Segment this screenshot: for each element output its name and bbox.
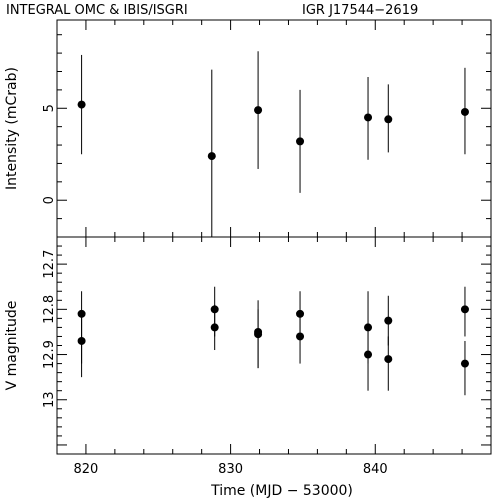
top-frame: [56, 19, 492, 238]
bottom-y-tick-label: 13: [42, 391, 57, 408]
bottom-data-point-11: [384, 355, 393, 364]
top-data-point-6: [460, 107, 469, 116]
bottom-y-axis-label: V magnitude: [4, 301, 20, 391]
header-right: IGR J17544−2619: [302, 3, 418, 18]
bottom-y-tick-label: 12.7: [42, 250, 57, 279]
x-tick-label-2: 840: [363, 462, 388, 477]
bottom-data-point-5: [254, 330, 263, 339]
bottom-data-point-12: [460, 305, 469, 314]
top-data-point-0: [77, 100, 86, 109]
top-data-point-3: [296, 137, 305, 146]
x-tick-labels: 820 830 840: [74, 462, 388, 477]
bottom-data-point-13: [460, 359, 469, 368]
bottom-frame: [56, 236, 492, 455]
top-panel: 0 5 Intensity (mCrab): [4, 19, 492, 238]
top-data-point-2: [254, 106, 263, 115]
x-tick-label-0: 820: [74, 462, 99, 477]
bottom-data-point-9: [364, 350, 373, 359]
x-axis-label: Time (MJD − 53000): [210, 483, 353, 499]
top-y-axis-label: Intensity (mCrab): [4, 67, 20, 190]
bottom-data-point-10: [384, 316, 393, 325]
header-left: INTEGRAL OMC & IBIS/ISGRI: [6, 3, 188, 18]
top-y-tick-label: 0: [42, 196, 57, 204]
bottom-data-point-7: [296, 332, 305, 341]
top-data-point-4: [364, 113, 373, 122]
bottom-y-tick-label: 12.8: [42, 295, 57, 324]
bottom-y-tick-label: 12.9: [42, 340, 57, 369]
bottom-panel: 12.7 12.8 12.9 13 V magnitude: [4, 236, 492, 455]
x-tick-label-1: 830: [218, 462, 243, 477]
bottom-data-point-3: [210, 323, 219, 332]
top-y-tick-label: 5: [42, 104, 57, 112]
top-data-point-5: [384, 115, 393, 124]
bottom-data-point-1: [77, 336, 86, 345]
top-data-point-1: [207, 152, 216, 161]
